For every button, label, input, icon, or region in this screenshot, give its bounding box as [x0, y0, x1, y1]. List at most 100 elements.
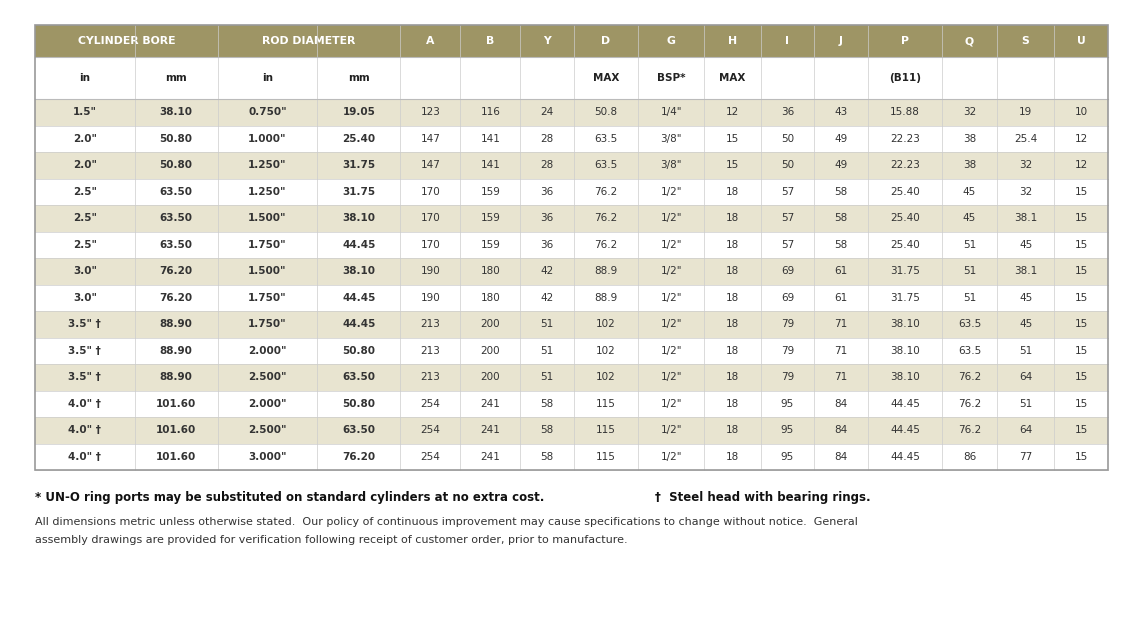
Text: 88.9: 88.9 — [594, 293, 617, 303]
Text: 3.000": 3.000" — [248, 452, 287, 462]
Text: 3.5" †: 3.5" † — [69, 373, 102, 383]
Text: 58: 58 — [541, 399, 554, 409]
Text: mm: mm — [347, 73, 369, 83]
Text: 38: 38 — [962, 160, 976, 170]
Text: 79: 79 — [781, 346, 794, 356]
Text: 31.75: 31.75 — [342, 160, 375, 170]
Text: 63.5: 63.5 — [958, 346, 981, 356]
Text: 64: 64 — [1018, 425, 1032, 436]
Text: 63.5: 63.5 — [594, 160, 617, 170]
Text: 28: 28 — [541, 160, 554, 170]
Text: 76.20: 76.20 — [342, 452, 375, 462]
Text: 71: 71 — [834, 373, 848, 383]
Text: 4.0" †: 4.0" † — [69, 425, 102, 436]
Text: 4.0" †: 4.0" † — [69, 399, 102, 409]
Text: 36: 36 — [541, 240, 554, 250]
Text: MAX: MAX — [719, 73, 745, 83]
Text: 95: 95 — [781, 425, 794, 436]
Text: 43: 43 — [834, 107, 848, 117]
Text: 28: 28 — [541, 134, 554, 144]
Text: 76.2: 76.2 — [594, 240, 617, 250]
Text: 25.40: 25.40 — [342, 134, 375, 144]
Text: 1/2": 1/2" — [661, 373, 682, 383]
Text: 2.0": 2.0" — [73, 160, 97, 170]
Text: 44.45: 44.45 — [890, 399, 920, 409]
Text: 18: 18 — [726, 213, 740, 223]
Text: B: B — [486, 36, 495, 46]
Text: 88.90: 88.90 — [160, 319, 192, 329]
Text: 180: 180 — [480, 266, 501, 276]
Text: 42: 42 — [541, 266, 554, 276]
Text: 115: 115 — [596, 399, 616, 409]
Text: 141: 141 — [480, 134, 501, 144]
Text: 86: 86 — [962, 452, 976, 462]
Text: 76.2: 76.2 — [958, 399, 981, 409]
Text: 38.10: 38.10 — [890, 346, 920, 356]
Text: 50.8: 50.8 — [594, 107, 617, 117]
Text: mm: mm — [166, 73, 187, 83]
Text: 71: 71 — [834, 346, 848, 356]
Text: 123: 123 — [421, 107, 440, 117]
Bar — [35, 338, 1108, 364]
Bar — [35, 232, 1108, 258]
Text: 63.50: 63.50 — [160, 213, 193, 223]
Text: 50.80: 50.80 — [342, 346, 375, 356]
Text: 241: 241 — [480, 425, 501, 436]
Bar — [35, 285, 1108, 311]
Text: 18: 18 — [726, 187, 740, 197]
Text: 88.90: 88.90 — [160, 346, 192, 356]
Text: 15: 15 — [1074, 425, 1088, 436]
Text: 61: 61 — [834, 293, 848, 303]
Text: 50.80: 50.80 — [160, 134, 193, 144]
Text: 200: 200 — [480, 319, 501, 329]
Text: 84: 84 — [834, 452, 848, 462]
Text: 116: 116 — [480, 107, 501, 117]
Text: 45: 45 — [962, 187, 976, 197]
Text: 32: 32 — [1018, 187, 1032, 197]
Text: 1/2": 1/2" — [661, 425, 682, 436]
Text: (B11): (B11) — [889, 73, 921, 83]
Text: 45: 45 — [1018, 293, 1032, 303]
Text: G: G — [666, 36, 676, 46]
Text: 79: 79 — [781, 373, 794, 383]
Text: 15: 15 — [1074, 187, 1088, 197]
Text: 15: 15 — [1074, 240, 1088, 250]
Text: 1/2": 1/2" — [661, 346, 682, 356]
Text: 180: 180 — [480, 293, 501, 303]
Text: 45: 45 — [962, 213, 976, 223]
Text: 213: 213 — [421, 319, 440, 329]
Bar — [35, 417, 1108, 444]
Text: 36: 36 — [541, 213, 554, 223]
Text: †  Steel head with bearing rings.: † Steel head with bearing rings. — [655, 492, 871, 504]
Text: 147: 147 — [421, 160, 440, 170]
Text: 51: 51 — [1018, 346, 1032, 356]
Text: 1/4": 1/4" — [661, 107, 682, 117]
Text: 57: 57 — [781, 240, 794, 250]
Text: 50.80: 50.80 — [342, 399, 375, 409]
Text: A: A — [426, 36, 434, 46]
Text: 12: 12 — [1074, 134, 1088, 144]
Bar — [35, 25, 1108, 57]
Text: 3.5" †: 3.5" † — [69, 319, 102, 329]
Text: 31.75: 31.75 — [342, 187, 375, 197]
Text: 170: 170 — [421, 213, 440, 223]
Text: 76.20: 76.20 — [160, 266, 193, 276]
Text: 38.10: 38.10 — [342, 266, 375, 276]
Text: 38.1: 38.1 — [1014, 266, 1037, 276]
Text: 15: 15 — [1074, 213, 1088, 223]
Text: 1/2": 1/2" — [661, 240, 682, 250]
Text: 49: 49 — [834, 160, 848, 170]
Text: assembly drawings are provided for verification following receipt of customer or: assembly drawings are provided for verif… — [35, 535, 628, 545]
Text: 38.10: 38.10 — [342, 213, 375, 223]
Text: 95: 95 — [781, 452, 794, 462]
Text: 1/2": 1/2" — [661, 399, 682, 409]
Text: 25.40: 25.40 — [890, 213, 920, 223]
Text: 61: 61 — [834, 266, 848, 276]
Text: 18: 18 — [726, 373, 740, 383]
Text: 15: 15 — [1074, 293, 1088, 303]
Text: 1.5": 1.5" — [73, 107, 97, 117]
Text: 15: 15 — [726, 160, 740, 170]
Text: 2.5": 2.5" — [73, 187, 97, 197]
Text: 64: 64 — [1018, 373, 1032, 383]
Text: 2.000": 2.000" — [248, 399, 287, 409]
